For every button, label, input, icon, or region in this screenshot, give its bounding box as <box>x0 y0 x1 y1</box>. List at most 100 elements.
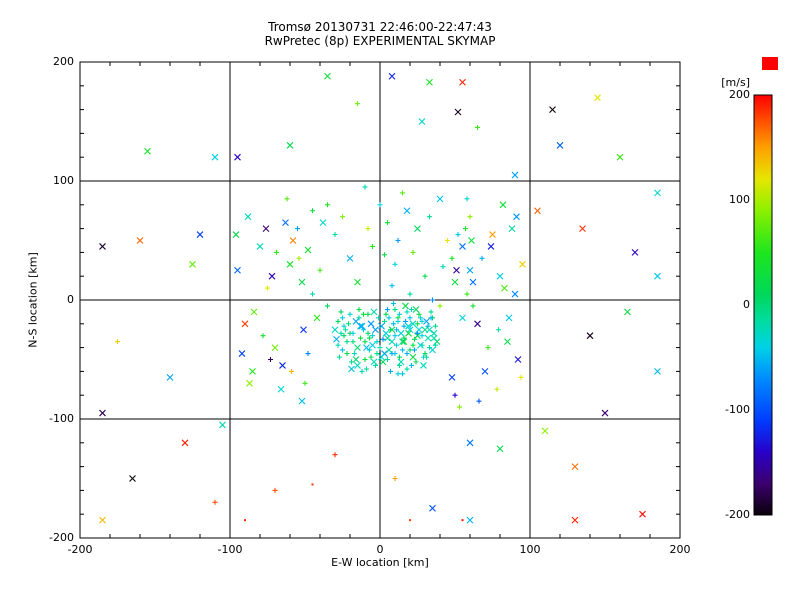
scatter-point <box>392 333 398 339</box>
scatter-point <box>325 303 330 309</box>
scatter-point <box>556 141 564 149</box>
scatter-point <box>412 306 420 313</box>
scatter-point <box>466 266 474 274</box>
scatter-point <box>325 202 330 208</box>
scatter-point <box>534 207 541 215</box>
scatter-point <box>403 318 408 324</box>
scatter-point <box>474 320 481 328</box>
scatter-point <box>341 333 347 339</box>
scatter-point <box>481 368 489 375</box>
scatter-point <box>394 327 399 333</box>
scatter-point <box>289 237 297 244</box>
x-axis-label: E-W location [km] <box>331 556 429 569</box>
scatter-point <box>466 516 474 524</box>
scatter-point <box>340 214 345 220</box>
scatter-point <box>429 504 436 512</box>
y-tick-label: -100 <box>49 412 74 425</box>
scatter-point <box>496 445 504 453</box>
scatter-point <box>382 318 387 324</box>
scatter-point <box>470 303 476 309</box>
scatter-point <box>356 315 362 321</box>
scatter-point <box>246 379 253 387</box>
scatter-point <box>389 283 395 289</box>
scatter-point <box>479 255 485 261</box>
scatter-point <box>445 238 450 243</box>
scatter-point <box>409 320 417 328</box>
scatter-point <box>412 336 417 342</box>
scatter-point <box>346 321 351 327</box>
scatter-point <box>501 284 508 292</box>
scatter-point <box>394 342 399 348</box>
scatter-point <box>489 231 496 238</box>
scatter-point <box>268 272 276 280</box>
scatter-point <box>282 219 289 227</box>
scatter-point <box>389 351 395 357</box>
scatter-point <box>455 232 461 238</box>
scatter-point <box>358 335 363 341</box>
scatter-point <box>241 320 249 328</box>
scatter-point <box>487 243 495 250</box>
colorbar <box>753 94 773 516</box>
scatter-point <box>99 409 106 417</box>
scatter-point <box>448 373 456 381</box>
scatter-point <box>347 311 353 317</box>
scatter-point <box>298 397 306 405</box>
scatter-point <box>341 323 347 329</box>
scatter-point <box>397 354 402 360</box>
scatter-point <box>372 326 379 334</box>
scatter-point <box>449 255 455 261</box>
scatter-point <box>365 330 371 336</box>
scatter-point <box>467 214 473 220</box>
scatter-point <box>499 201 507 209</box>
scatter-point <box>392 476 398 481</box>
scatter-point <box>337 354 342 360</box>
scatter-point <box>571 516 579 524</box>
y-tick-label: 0 <box>67 293 74 306</box>
scatter-point <box>274 249 279 255</box>
scatter-point <box>405 329 412 337</box>
scatter-point <box>426 78 433 86</box>
scatter-point <box>350 330 356 336</box>
scatter-point <box>430 334 438 342</box>
scatter-point <box>654 189 661 197</box>
scatter-point <box>414 225 421 232</box>
scatter-point <box>211 153 219 161</box>
scatter-point <box>362 357 368 362</box>
scatter-point <box>286 260 294 268</box>
scatter-point <box>624 308 631 316</box>
scatter-point <box>232 231 240 238</box>
scatter-points <box>99 72 661 524</box>
scatter-point <box>310 291 315 297</box>
scatter-point <box>654 272 661 280</box>
scatter-point <box>586 332 594 340</box>
scatter-point <box>386 315 392 321</box>
scatter-point <box>392 261 398 267</box>
scatter-point <box>250 308 258 316</box>
scatter-point <box>454 108 462 116</box>
scatter-point <box>579 225 586 232</box>
scatter-point <box>417 341 424 349</box>
scatter-point <box>419 318 425 324</box>
scatter-point <box>354 278 361 286</box>
scatter-point <box>234 266 241 274</box>
scatter-point <box>166 373 174 381</box>
scatter-point <box>513 213 520 221</box>
scatter-point <box>518 374 524 380</box>
scatter-point <box>415 326 423 334</box>
scatter-point <box>418 118 426 125</box>
scatter-point <box>427 214 432 220</box>
scatter-point <box>300 326 307 334</box>
scatter-point <box>401 323 407 329</box>
scatter-point <box>370 243 375 249</box>
scatter-point <box>356 307 362 313</box>
scatter-point <box>388 327 393 333</box>
scatter-point <box>359 368 365 374</box>
scatter-point <box>424 334 432 342</box>
scatter-point <box>457 404 462 410</box>
scatter-point <box>310 208 315 214</box>
x-tick-label: -100 <box>217 543 243 556</box>
scatter-point <box>357 322 364 330</box>
scatter-point <box>298 278 306 286</box>
